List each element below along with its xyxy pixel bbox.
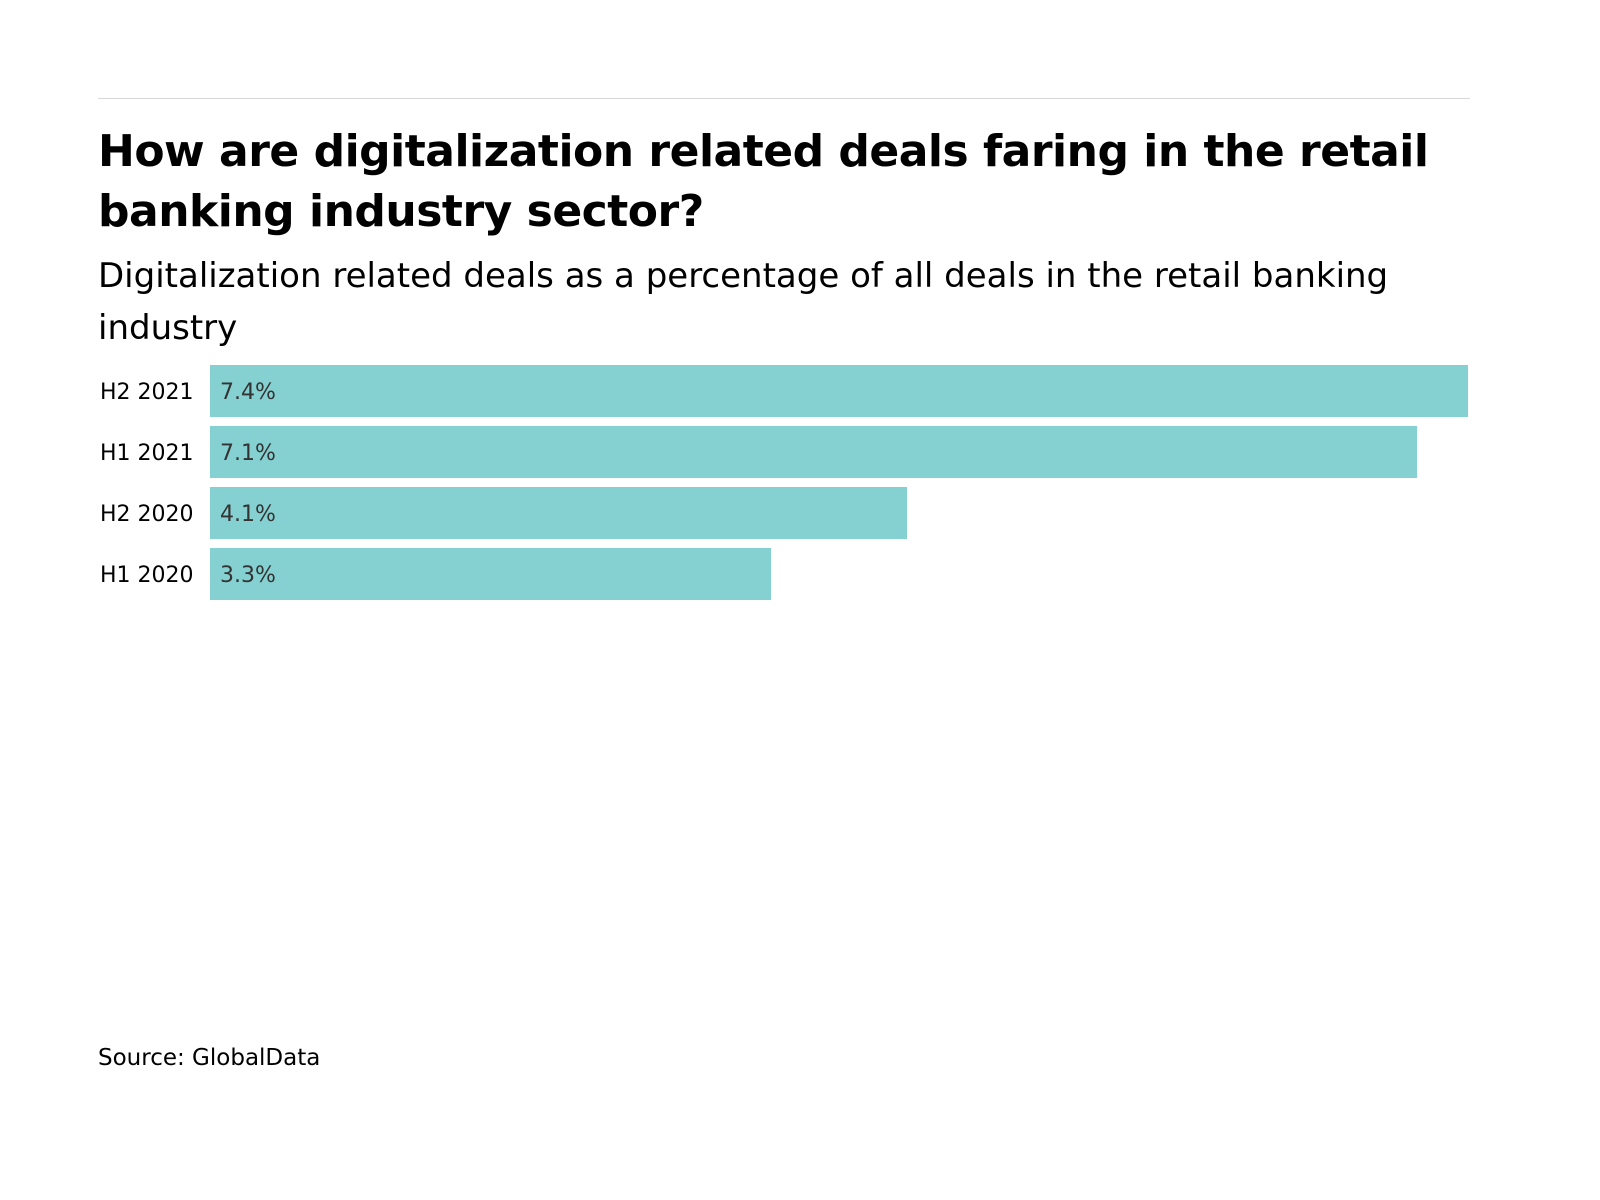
category-label: H2 2021 (100, 380, 194, 405)
category-label: H2 2020 (100, 502, 194, 527)
chart-subtitle: Digitalization related deals as a percen… (98, 256, 1389, 348)
category-label: H1 2020 (100, 563, 194, 588)
chart-title: How are digitalization related deals far… (98, 126, 1429, 237)
source-note: Source: GlobalData (98, 1045, 321, 1071)
bar (210, 548, 771, 600)
bar (210, 426, 1417, 478)
category-label: H1 2021 (100, 441, 194, 466)
data-label: 7.4% (220, 380, 276, 405)
bar (210, 365, 1468, 417)
top-divider (98, 98, 1470, 99)
bar (210, 487, 907, 539)
data-label: 4.1% (220, 502, 276, 527)
data-label: 3.3% (220, 563, 276, 588)
data-label: 7.1% (220, 441, 276, 466)
